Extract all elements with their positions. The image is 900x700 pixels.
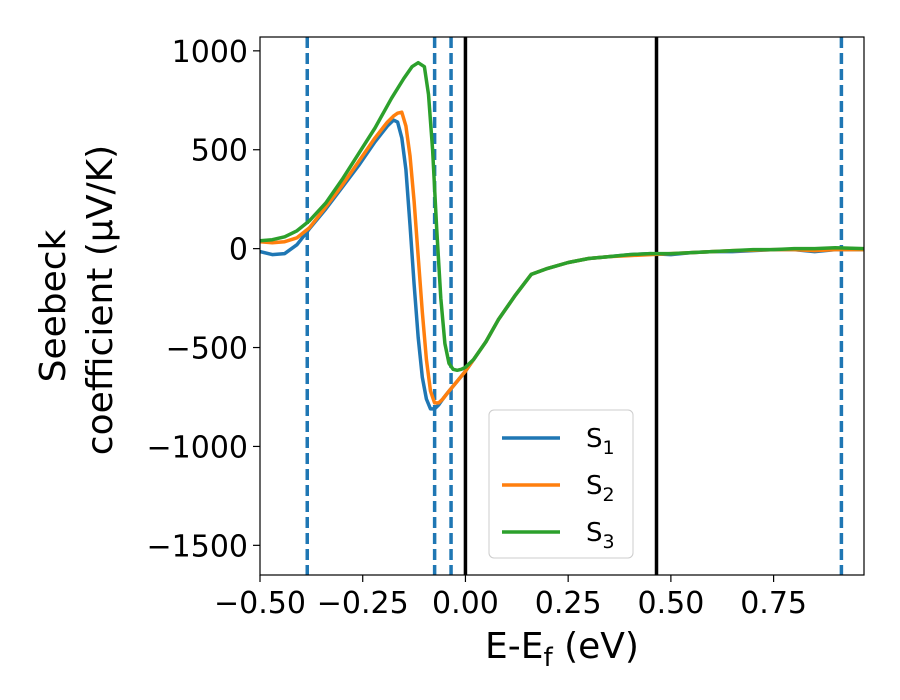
y-tick-label: 500 (191, 134, 248, 169)
x-tick-label: −0.25 (317, 586, 409, 621)
series-line-s3 (260, 60, 864, 373)
legend-label-s2: S2 (586, 471, 615, 506)
x-tick-label: 0.50 (637, 586, 704, 621)
y-tick-label: −1500 (147, 529, 248, 564)
x-tick-label: 0.25 (535, 586, 602, 621)
y-tick-label: −1000 (147, 430, 248, 465)
y-tick-label: 0 (229, 233, 248, 268)
plot-frame (259, 36, 865, 576)
series-lines (260, 60, 864, 411)
y-axis-label-line1: Seebeck (33, 229, 74, 382)
x-axis-ticks: −0.50 −0.25 0.00 0.25 0.50 0.75 (214, 575, 807, 621)
y-tick-label: −500 (166, 332, 248, 367)
y-tick-label: 1000 (172, 35, 248, 70)
x-tick-label: −0.50 (214, 586, 306, 621)
y-axis-ticks: 1000 500 0 −500 −1000 −1500 (147, 35, 260, 564)
legend-box (488, 409, 634, 559)
y-axis-label-line2: coefficient (μV/K) (80, 145, 121, 455)
legend-label-s3: S3 (586, 518, 615, 553)
x-tick-label: 0.00 (432, 586, 499, 621)
series-line-s2 (260, 110, 864, 405)
reference-lines (305, 37, 844, 575)
legend-label-s1: S1 (586, 424, 615, 459)
x-axis-label: E-Ef (eV) (485, 626, 639, 673)
legend: S1 S2 S3 (488, 409, 634, 559)
x-tick-label: 0.75 (740, 586, 807, 621)
